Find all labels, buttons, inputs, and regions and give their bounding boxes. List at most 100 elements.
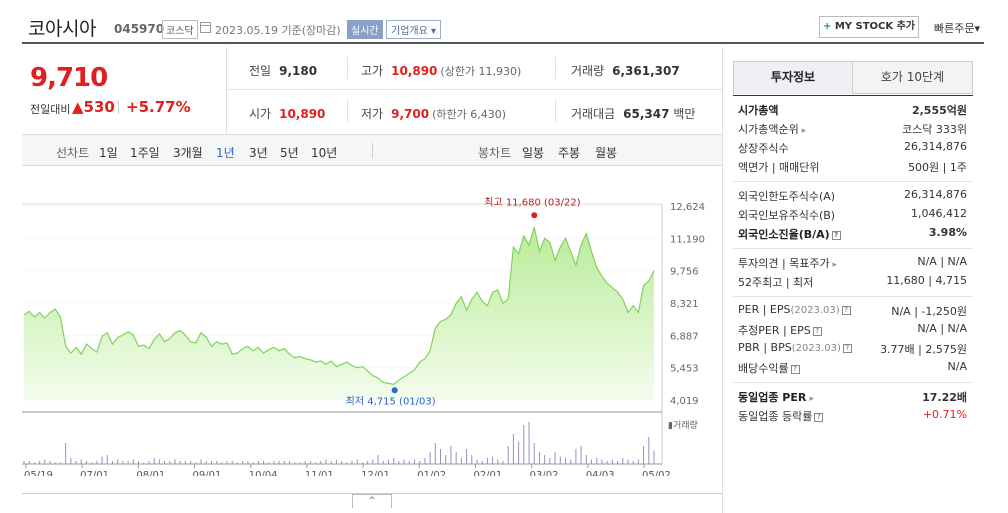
period-5y[interactable]: 5년 bbox=[280, 146, 299, 160]
volume-bar bbox=[263, 461, 265, 464]
company-overview-label: 기업개요 bbox=[391, 26, 428, 37]
volume-bar bbox=[59, 462, 61, 464]
period-3y[interactable]: 3년 bbox=[249, 146, 268, 160]
volume-bar bbox=[80, 459, 82, 464]
volume-bar bbox=[627, 459, 629, 464]
volume-bar bbox=[205, 461, 207, 464]
info-label-text: 동일업종 PER bbox=[738, 391, 807, 404]
volume-bar bbox=[408, 461, 410, 464]
info-list: 시가총액 2,555억원 시가총액순위 ▸ 코스닥 333위 상장주식수 26,314,8… bbox=[733, 95, 973, 430]
price-chart[interactable]: 12,624 11,190 9,756 8,321 6,887 5,453 4,019 최고 … bbox=[22, 196, 722, 476]
chevron-right-icon[interactable]: ▸ bbox=[829, 260, 838, 270]
volume-bar bbox=[268, 462, 270, 464]
info-row: 상장주식수 26,314,876 bbox=[733, 137, 973, 156]
volume-bar bbox=[122, 461, 124, 464]
candle-weekly[interactable]: 주봉 bbox=[558, 146, 581, 160]
volume-label: 거래량 bbox=[571, 64, 605, 78]
chevron-right-icon[interactable]: ▸ bbox=[806, 394, 815, 404]
volume-bar bbox=[278, 461, 280, 464]
divider bbox=[347, 57, 348, 79]
volume-bar bbox=[221, 462, 223, 464]
volume-bar bbox=[304, 461, 306, 464]
tab-order-book[interactable]: 호가 10단계 bbox=[853, 61, 973, 94]
y-tick-label: 5,453 bbox=[670, 364, 699, 375]
candle-daily[interactable]: 일봉 bbox=[522, 146, 545, 160]
info-label: 상장주식수 bbox=[738, 140, 789, 156]
info-row: PBR | BPS(2023.03)? 3.77배 | 2,575원 bbox=[733, 338, 973, 357]
quick-order-label: 빠른주문 bbox=[934, 22, 975, 35]
tab-investment-info[interactable]: 투자정보 bbox=[733, 61, 853, 94]
info-group: 동일업종 PER ▸ 17.22배 동일업종 등락률? +0.71% bbox=[733, 383, 973, 430]
volume-bar bbox=[184, 461, 186, 464]
info-label-text: 외국인보유주식수(B) bbox=[738, 209, 836, 222]
volume-bar bbox=[242, 461, 244, 464]
candle-monthly[interactable]: 월봉 bbox=[595, 146, 618, 160]
help-icon[interactable]: ? bbox=[842, 343, 852, 353]
divider bbox=[347, 100, 348, 122]
volume-bar bbox=[49, 461, 51, 464]
info-row: PER | EPS(2023.03)? N/A | -1,250원 bbox=[733, 300, 973, 319]
info-row: 시가총액순위 ▸ 코스닥 333위 bbox=[733, 118, 973, 137]
low-price: 저가 9,700 (하한가 6,430) bbox=[361, 105, 506, 122]
high-price-label: 고가 bbox=[361, 64, 384, 78]
help-icon[interactable]: ? bbox=[831, 230, 841, 240]
volume-bar bbox=[361, 462, 363, 464]
volume-bar bbox=[382, 461, 384, 464]
y-tick-label: 12,624 bbox=[670, 202, 705, 213]
help-icon[interactable]: ? bbox=[814, 412, 824, 422]
x-tick-label: 05/02 bbox=[642, 470, 671, 476]
price-change-value: 530 bbox=[83, 98, 115, 116]
plus-icon: + bbox=[822, 21, 832, 32]
info-label-text: 배당수익률 bbox=[738, 362, 789, 375]
info-value: 11,680 | 4,715 bbox=[886, 274, 967, 287]
volume-bar bbox=[132, 459, 134, 464]
high-price: 고가 10,890 (상한가 11,930) bbox=[361, 62, 521, 79]
help-icon[interactable]: ? bbox=[841, 305, 851, 315]
volume-bar bbox=[471, 455, 473, 464]
my-stock-add-button[interactable]: + MY STOCK 추가 bbox=[819, 16, 919, 38]
volume-bar bbox=[559, 456, 561, 464]
info-value: 17.22배 bbox=[922, 391, 967, 404]
info-row: 외국인소진율(B/A)? 3.98% bbox=[733, 223, 973, 242]
up-arrow-icon: ▲ bbox=[72, 98, 84, 116]
help-icon[interactable]: ? bbox=[790, 364, 800, 374]
lower-limit: (하한가 6,430) bbox=[432, 108, 506, 121]
volume-bar bbox=[356, 459, 358, 464]
volume-bar bbox=[164, 461, 166, 464]
period-1d[interactable]: 1일 bbox=[99, 146, 118, 160]
period-10y[interactable]: 10년 bbox=[311, 146, 338, 160]
volume-bar bbox=[106, 455, 108, 464]
period-3m[interactable]: 3개월 bbox=[173, 146, 203, 160]
volume-bar bbox=[398, 461, 400, 464]
info-label: PBR | BPS(2023.03)? bbox=[738, 341, 852, 354]
volume-bar bbox=[622, 458, 624, 464]
info-label-text: 투자의견 | 목표주가 bbox=[738, 257, 830, 270]
volume-bar bbox=[101, 456, 103, 464]
volume-bar bbox=[91, 462, 93, 464]
realtime-button[interactable]: 실시간 bbox=[347, 20, 383, 39]
investment-info-panel: 투자정보 호가 10단계 시가총액 2,555억원 시가총액순위 ▸ 코스닥 333위… bbox=[722, 47, 984, 513]
info-row: 투자의견 | 목표주가 ▸ N/A | N/A bbox=[733, 252, 973, 271]
volume-bar bbox=[450, 446, 452, 464]
volume-bar bbox=[564, 458, 566, 464]
period-1y[interactable]: 1년 bbox=[216, 146, 235, 160]
volume-bar bbox=[538, 452, 540, 464]
chart-expand-button[interactable]: ^ bbox=[352, 494, 392, 508]
volume-bar bbox=[466, 449, 468, 464]
help-icon[interactable]: ? bbox=[812, 326, 822, 336]
volume-bar bbox=[236, 462, 238, 464]
info-value: 500원 | 1주 bbox=[908, 161, 967, 174]
price-change-percent: +5.77% bbox=[126, 98, 191, 116]
period-1w[interactable]: 1주일 bbox=[130, 146, 160, 160]
chevron-right-icon[interactable]: ▸ bbox=[798, 126, 807, 136]
company-overview-dropdown[interactable]: 기업개요 ▾ bbox=[386, 20, 442, 39]
info-value: 26,314,876 bbox=[904, 140, 967, 153]
volume-bar bbox=[190, 461, 192, 464]
info-row: 52주최고 | 최저 11,680 | 4,715 bbox=[733, 271, 973, 290]
volume-bar bbox=[476, 459, 478, 464]
trade-amount-unit: 백만 bbox=[673, 107, 696, 121]
quick-order-dropdown[interactable]: 빠른주문▾ bbox=[934, 20, 980, 36]
y-tick-label: 11,190 bbox=[670, 234, 705, 245]
volume-bar bbox=[174, 459, 176, 464]
divider bbox=[372, 143, 373, 158]
